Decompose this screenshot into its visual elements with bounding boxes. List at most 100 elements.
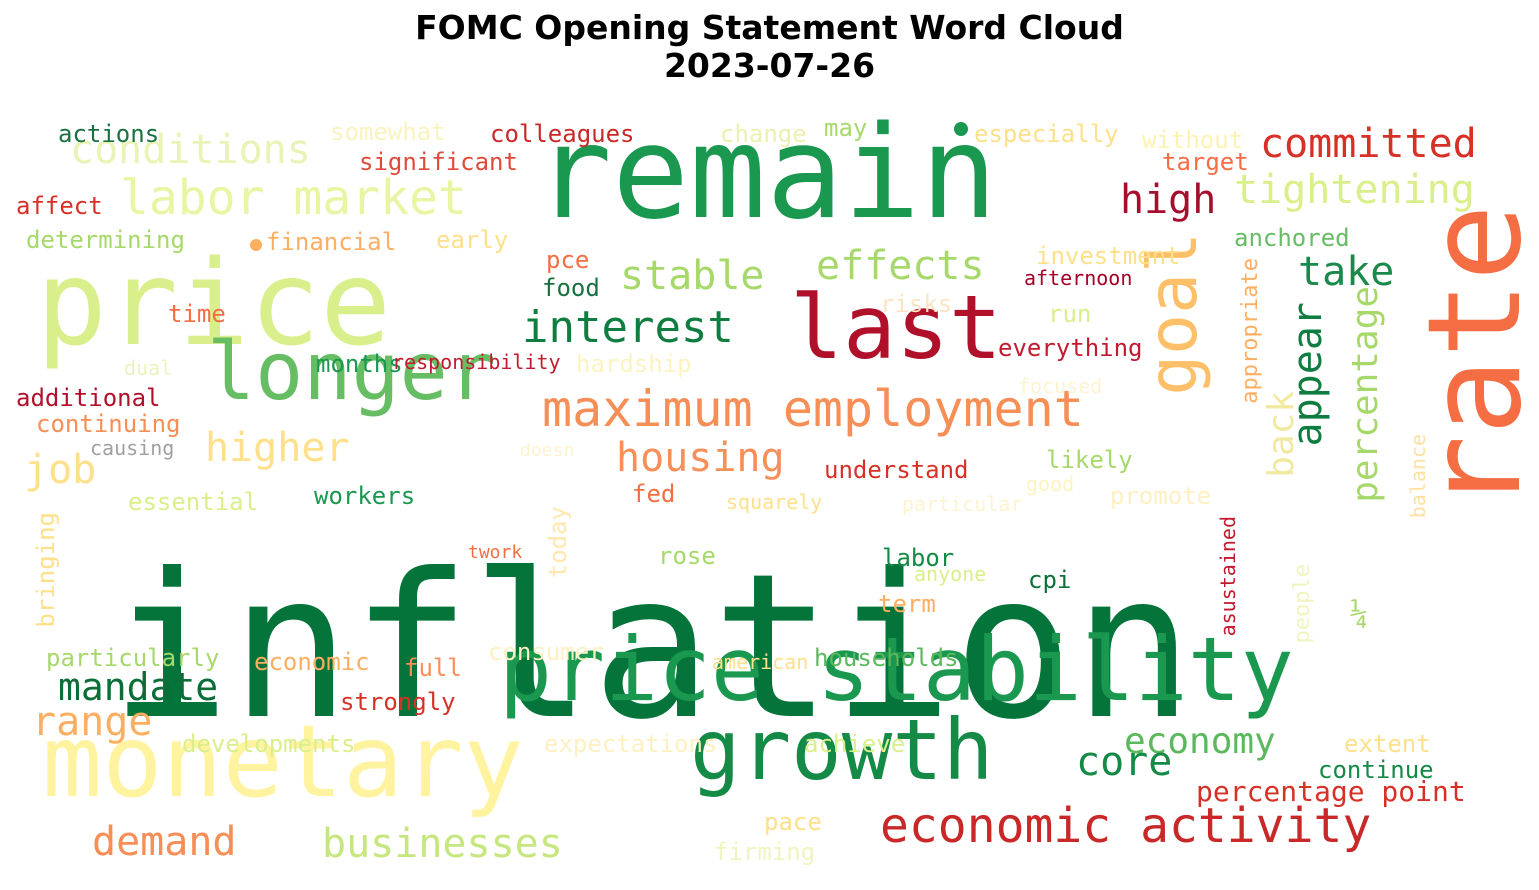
word-additional: additional bbox=[16, 384, 161, 412]
word-strongly: strongly bbox=[340, 688, 456, 716]
word-run: run bbox=[1048, 300, 1092, 328]
word-last: last bbox=[790, 276, 1002, 379]
word-early: early bbox=[436, 226, 509, 254]
word-pce: pce bbox=[546, 246, 590, 274]
decorative-dot bbox=[250, 239, 262, 251]
word-particular: particular bbox=[902, 492, 1023, 516]
word-effects: effects bbox=[816, 243, 985, 289]
word-monetary: monetary bbox=[42, 703, 524, 820]
word-workers: workers bbox=[314, 482, 416, 510]
word-colleagues: colleagues bbox=[490, 120, 635, 148]
word-conditions: conditions bbox=[70, 127, 311, 173]
word-cloud: inflation remain rate price monetary price st… bbox=[12, 116, 1528, 878]
word-twork: twork bbox=[468, 542, 523, 563]
word-risks: risks bbox=[880, 290, 953, 318]
word-anchored: anchored bbox=[1234, 224, 1350, 252]
word-developments: developments bbox=[182, 730, 356, 758]
word-anyone: anyone bbox=[914, 562, 987, 586]
word-job: job bbox=[24, 447, 97, 493]
word-months: months bbox=[316, 350, 403, 378]
word-causing: causing bbox=[90, 436, 175, 460]
word-everything: everything bbox=[998, 334, 1143, 362]
word-labor: labor bbox=[882, 544, 955, 572]
word-significant: significant bbox=[359, 148, 518, 176]
word-households: households bbox=[814, 644, 959, 672]
word-continue: continue bbox=[1318, 756, 1434, 784]
word-price: price bbox=[36, 234, 392, 372]
word-take: take bbox=[1298, 249, 1395, 295]
word-tightening: tightening bbox=[1234, 167, 1475, 213]
word-high: high bbox=[1120, 177, 1217, 223]
word-pace: pace bbox=[764, 808, 822, 836]
word-inflation: inflation bbox=[110, 531, 1194, 764]
word-full: full bbox=[404, 654, 462, 682]
word-achieve: achieve bbox=[804, 730, 906, 758]
word-may: may bbox=[824, 116, 868, 142]
word-target: target bbox=[1162, 148, 1249, 176]
word-higher: higher bbox=[205, 425, 350, 471]
word-back: back bbox=[1261, 391, 1302, 478]
word-labor-market: labor market bbox=[120, 170, 467, 226]
word-without: without bbox=[1142, 126, 1244, 154]
word-cpi: cpi bbox=[1028, 566, 1072, 594]
word-likely: likely bbox=[1046, 446, 1133, 474]
word-economic-activity: economic activity bbox=[880, 798, 1372, 854]
word-economic: economic bbox=[254, 648, 370, 676]
chart-title: FOMC Opening Statement Word Cloud bbox=[415, 8, 1124, 47]
word-investment: investment bbox=[1036, 242, 1181, 270]
word-mandate: mandate bbox=[58, 665, 219, 709]
word-good: good bbox=[1026, 472, 1075, 496]
word-time: time bbox=[168, 300, 226, 328]
word-today: today bbox=[544, 506, 572, 579]
word-housing: housing bbox=[616, 435, 785, 481]
word-responsibility: responsibility bbox=[392, 350, 561, 374]
word-bringing: bringing bbox=[32, 512, 60, 628]
word-economy: economy bbox=[1124, 721, 1276, 762]
word-committed: committed bbox=[1260, 121, 1477, 167]
word-expectations: expectations bbox=[544, 730, 718, 758]
word-financial: financial bbox=[266, 228, 397, 256]
word-demand: demand bbox=[92, 819, 237, 865]
word-longer: longer bbox=[207, 325, 496, 418]
decorative-dot bbox=[954, 122, 968, 136]
word-core: core bbox=[1076, 739, 1173, 785]
chart-subtitle-date: 2023-07-26 bbox=[663, 46, 876, 85]
word-term: term bbox=[878, 590, 936, 618]
word--: ¼ bbox=[1350, 597, 1369, 632]
word-percentage: percentage bbox=[1345, 286, 1386, 503]
word-interest: interest bbox=[522, 302, 734, 353]
word-appropriate: appropriate bbox=[1238, 258, 1263, 404]
word-food: food bbox=[542, 274, 600, 302]
word-understand: understand bbox=[824, 456, 969, 484]
word-affect: affect bbox=[16, 192, 103, 220]
word-businesses: businesses bbox=[322, 821, 563, 867]
word-people: people bbox=[1290, 564, 1315, 644]
word-hardship: hardship bbox=[576, 350, 692, 378]
word-particularly: particularly bbox=[46, 644, 220, 672]
word-stable: stable bbox=[620, 253, 765, 299]
word-change: change bbox=[720, 120, 807, 148]
word-extent: extent bbox=[1344, 730, 1431, 758]
word-maximum-employment: maximum employment bbox=[542, 380, 1084, 438]
word-continuing: continuing bbox=[36, 410, 181, 438]
word-squarely: squarely bbox=[726, 490, 823, 514]
word-especially: especially bbox=[974, 120, 1119, 148]
word-doesn: doesn bbox=[520, 440, 575, 461]
word-rose: rose bbox=[658, 542, 716, 570]
word-somewhat: somewhat bbox=[330, 118, 446, 146]
word-price-stability: price stability bbox=[499, 618, 1294, 721]
word-dual: dual bbox=[124, 356, 173, 380]
word-percentage-point: percentage point bbox=[1196, 775, 1466, 808]
word-actions: actions bbox=[58, 120, 160, 148]
word-balance: balance bbox=[1406, 434, 1430, 519]
word-determining: determining bbox=[26, 226, 185, 254]
word-american: american bbox=[712, 650, 809, 674]
word-afternoon: afternoon bbox=[1024, 266, 1133, 290]
word-essential: essential bbox=[128, 488, 259, 516]
word-promote: promote bbox=[1110, 482, 1212, 510]
word-growth: growth bbox=[690, 701, 994, 799]
word-fed: fed bbox=[632, 480, 676, 508]
word-firming: firming bbox=[714, 838, 816, 866]
word-consumer: consumer bbox=[488, 638, 604, 666]
word-remain: remain bbox=[535, 116, 998, 248]
